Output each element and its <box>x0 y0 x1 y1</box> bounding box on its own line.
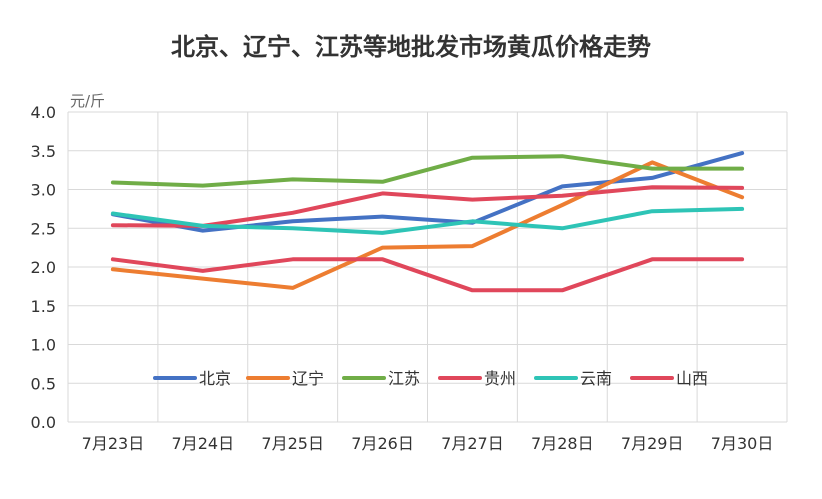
x-tick-label: 7月23日 <box>82 434 145 453</box>
y-tick-label: 2.5 <box>31 219 56 238</box>
y-tick-label: 0.5 <box>31 374 56 393</box>
series-line-4 <box>110 185 745 228</box>
x-axis-ticks: 7月23日 7月24日 7月25日 7月26日 7月27日 7月28日 7月29日 7月30日 <box>82 434 774 453</box>
x-tick-label: 7月28日 <box>531 434 594 453</box>
x-tick-label: 7月27日 <box>441 434 504 453</box>
series-line-2 <box>110 160 745 290</box>
series-line-6 <box>110 257 745 293</box>
y-tick-label: 1.5 <box>31 297 56 316</box>
x-tick-label: 7月25日 <box>261 434 324 453</box>
y-tick-label: 4.0 <box>31 103 56 122</box>
legend-label: 贵州 <box>484 369 516 388</box>
series-line-3 <box>110 154 745 188</box>
legend-label: 云南 <box>580 369 612 388</box>
x-tick-label: 7月29日 <box>621 434 684 453</box>
legend-label: 辽宁 <box>292 369 324 388</box>
y-tick-label: 0.0 <box>31 413 56 432</box>
y-axis-ticks: 0.0 0.5 1.0 1.5 2.0 2.5 3.0 3.5 4.0 <box>31 103 56 432</box>
series-line-5 <box>110 206 745 235</box>
x-tick-label: 7月24日 <box>172 434 235 453</box>
series-line-1 <box>110 151 745 233</box>
y-tick-label: 1.0 <box>31 336 56 355</box>
legend-label: 山西 <box>676 369 708 388</box>
y-tick-label: 2.0 <box>31 258 56 277</box>
legend-label: 江苏 <box>388 369 420 388</box>
x-tick-label: 7月26日 <box>351 434 414 453</box>
y-tick-label: 3.0 <box>31 181 56 200</box>
y-axis-unit: 元/斤 <box>70 92 105 110</box>
chart-title: 北京、辽宁、江苏等地批发市场黄瓜价格走势 <box>171 33 651 61</box>
series-lines <box>110 151 745 293</box>
legend: 北京 辽宁 江苏 贵州 云南 山西 <box>153 369 708 388</box>
legend-label: 北京 <box>199 369 231 388</box>
x-tick-label: 7月30日 <box>711 434 774 453</box>
y-tick-label: 3.5 <box>31 142 56 161</box>
